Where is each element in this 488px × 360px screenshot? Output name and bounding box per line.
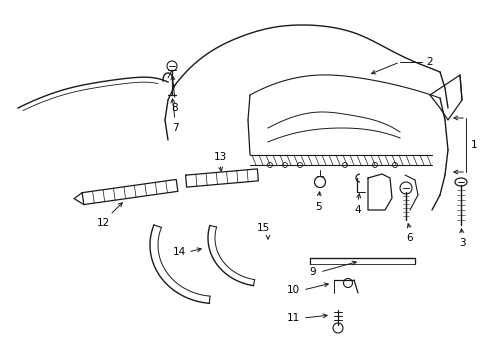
Text: 4: 4 <box>354 205 361 215</box>
Text: 8: 8 <box>171 103 178 113</box>
Text: 6: 6 <box>406 233 412 243</box>
Text: 5: 5 <box>314 202 321 212</box>
Text: 15: 15 <box>256 223 269 233</box>
Text: 7: 7 <box>171 123 178 133</box>
Text: 10: 10 <box>286 285 299 295</box>
Text: 2: 2 <box>426 57 432 67</box>
Text: 14: 14 <box>172 247 185 257</box>
Text: 12: 12 <box>96 218 109 228</box>
Text: 3: 3 <box>458 238 465 248</box>
Text: 13: 13 <box>213 152 226 162</box>
Text: 11: 11 <box>286 313 299 323</box>
Text: 1: 1 <box>470 140 476 150</box>
Text: 9: 9 <box>309 267 316 277</box>
